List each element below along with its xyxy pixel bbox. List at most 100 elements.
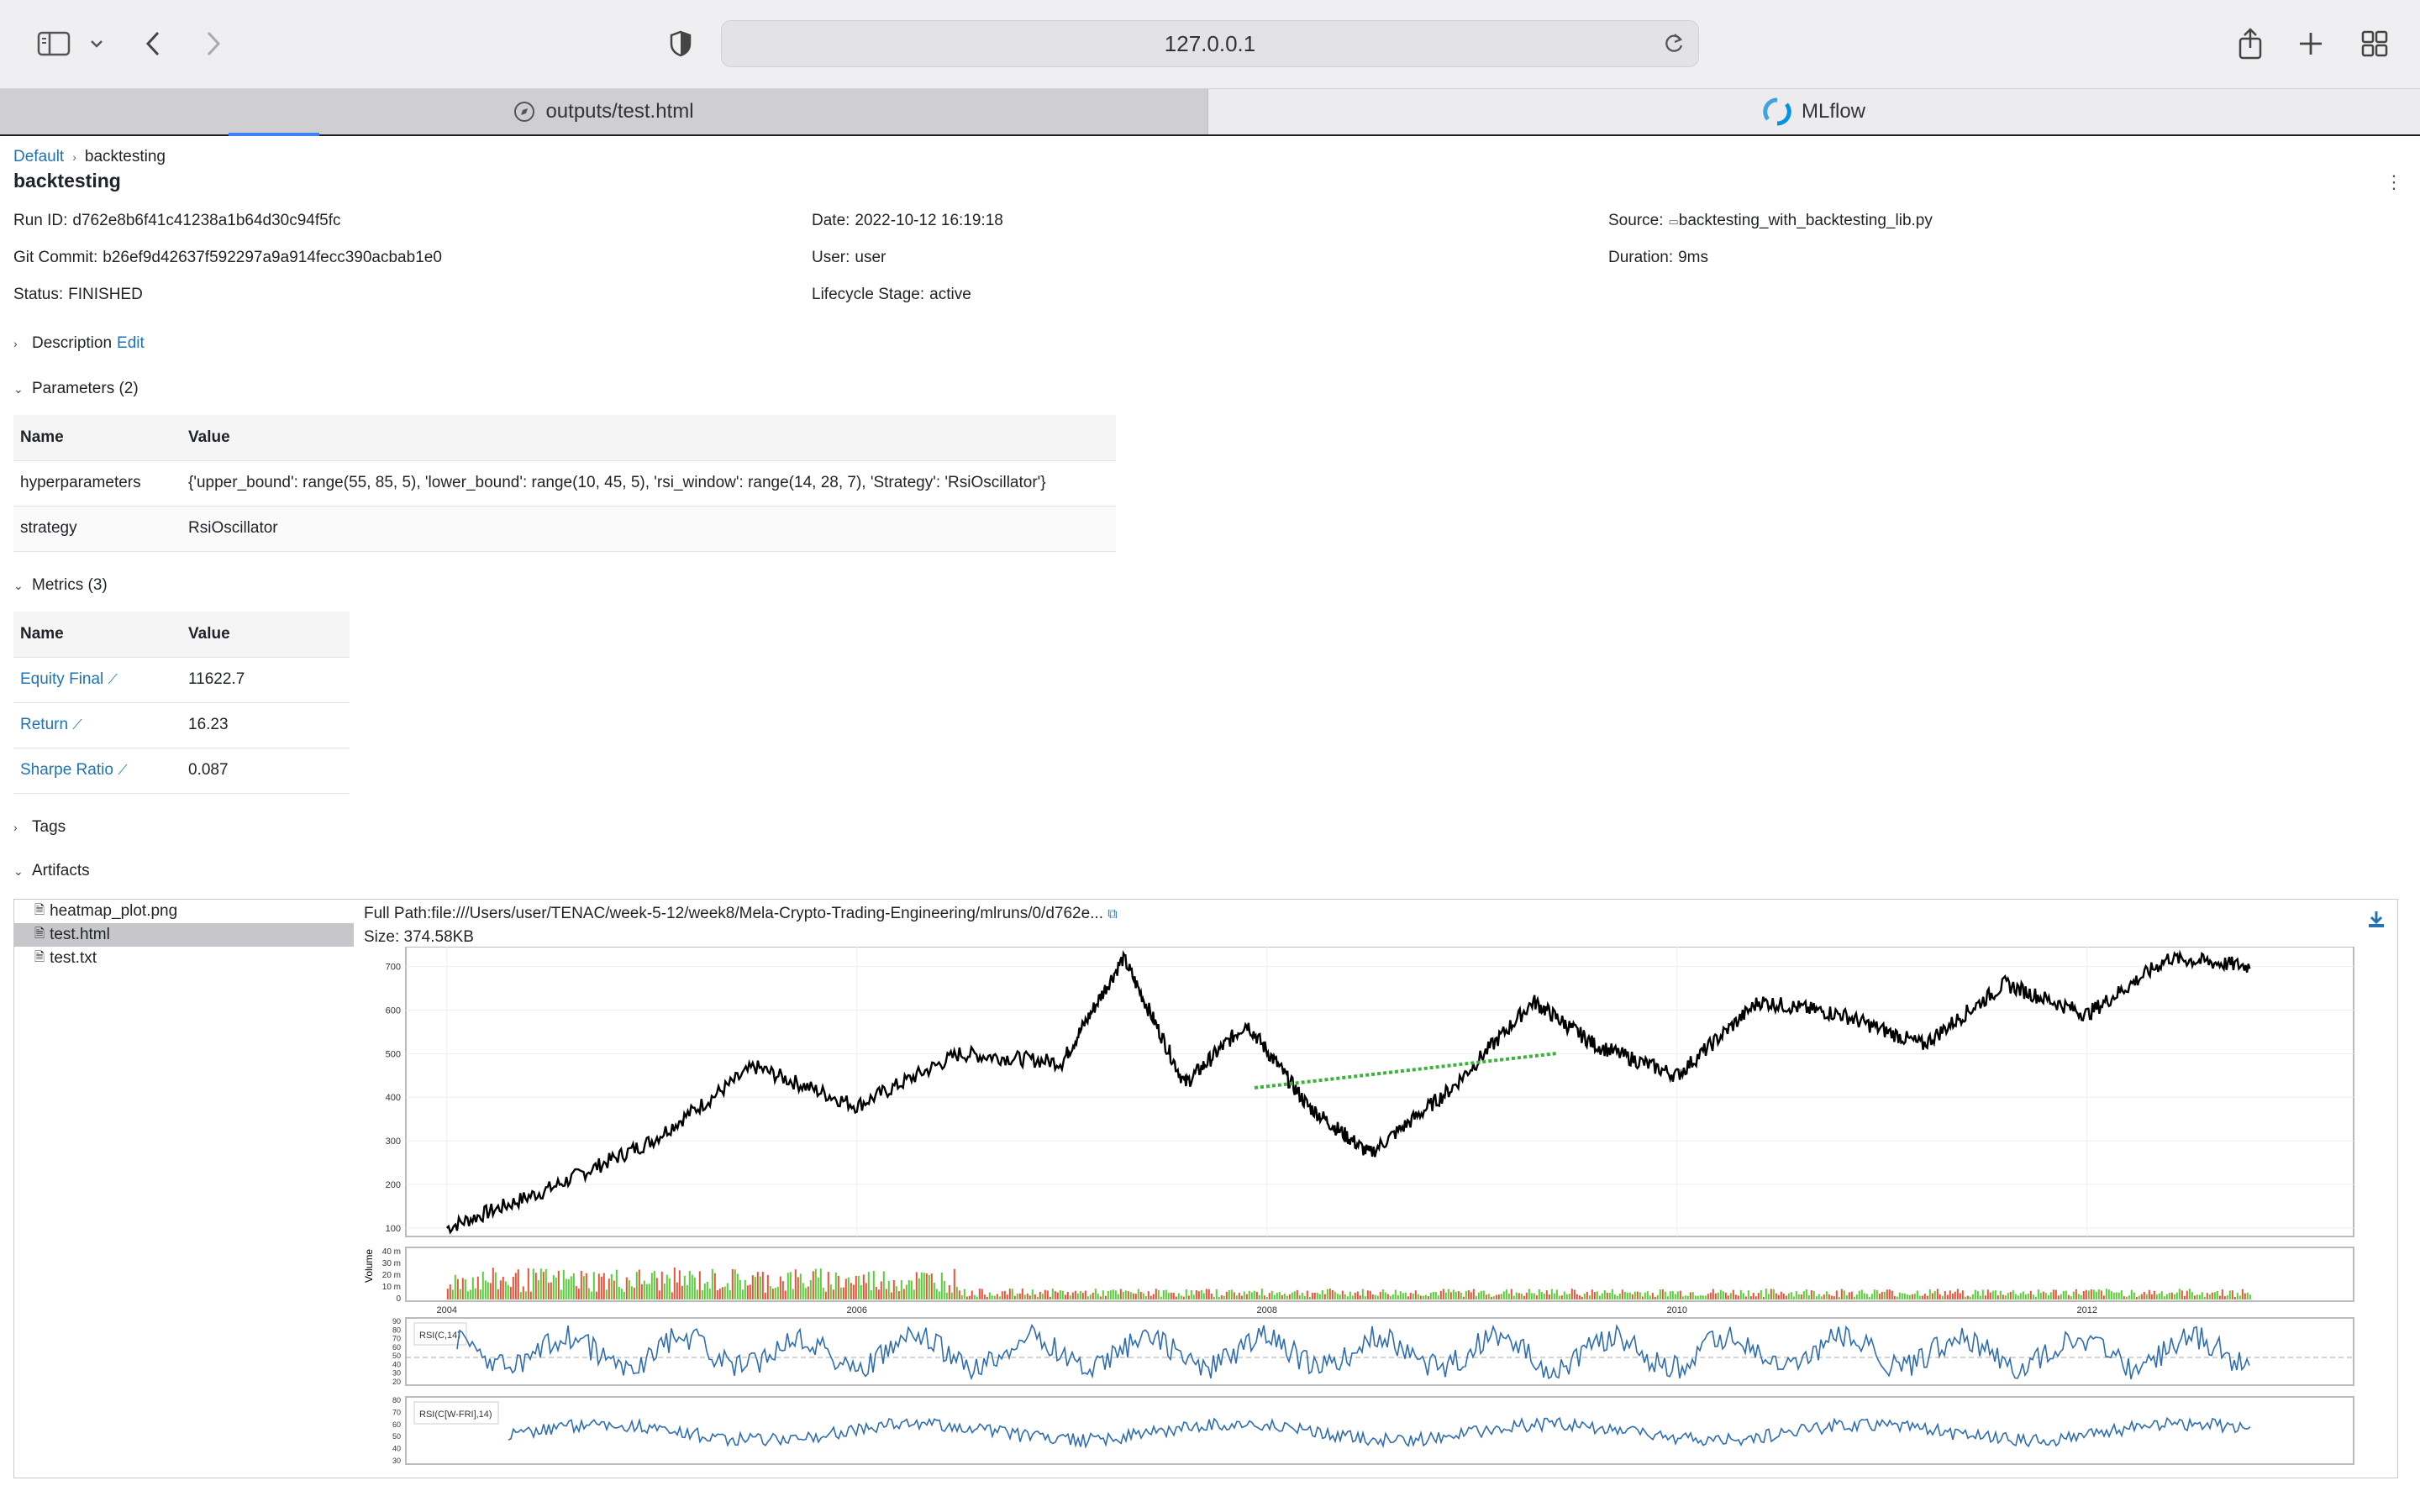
breadcrumb-default-link[interactable]: Default (13, 148, 65, 165)
volume-bar (1908, 1294, 1911, 1299)
volume-bar (1785, 1295, 1787, 1299)
volume-bar (2231, 1290, 2233, 1299)
source-value[interactable]: backtesting_with_backtesting_lib.py (1678, 212, 1933, 229)
volume-bar (1321, 1290, 1323, 1299)
volume-bar (1318, 1294, 1321, 1299)
volume-bar (1124, 1290, 1127, 1299)
volume-bar (534, 1273, 537, 1299)
tab-loading-bar (229, 133, 319, 136)
artifact-file-item[interactable]: 🗎 test.txt (14, 947, 354, 970)
chevron-down-icon[interactable] (84, 20, 109, 67)
new-tab-icon[interactable] (2294, 20, 2328, 67)
volume-bar (618, 1287, 620, 1299)
volume-bar (552, 1275, 555, 1299)
tab-outputs-test-html[interactable]: outputs/test.html (0, 89, 1208, 136)
volume-bar (1379, 1292, 1381, 1299)
volume-bar (986, 1296, 988, 1299)
privacy-shield-icon[interactable] (666, 20, 696, 67)
parameters-section-toggle[interactable]: ⌄ Parameters (2) (13, 380, 139, 398)
volume-bar (908, 1280, 910, 1299)
back-icon[interactable] (138, 20, 168, 67)
volume-bar (1081, 1292, 1084, 1299)
address-bar[interactable]: 127.0.0.1 (721, 20, 1699, 67)
volume-bar (2216, 1291, 2218, 1299)
line-chart-icon[interactable]: ⟋ (118, 764, 128, 778)
metric-link-sharpe-ratio[interactable]: Sharpe Ratio (20, 761, 113, 779)
copy-icon[interactable]: ⧉ (1107, 907, 1118, 921)
volume-bar (786, 1273, 789, 1299)
share-icon[interactable] (2233, 20, 2267, 67)
volume-bar (1434, 1292, 1437, 1299)
run-id-value: d762e8b6f41c41238a1b64d30c94f5fc (72, 212, 341, 229)
volume-tick-label: 10 m (382, 1283, 401, 1292)
volume-bar (1707, 1294, 1709, 1299)
tags-section-toggle[interactable]: › Tags (13, 818, 66, 837)
volume-bar (1528, 1289, 1530, 1299)
volume-bar (595, 1291, 597, 1299)
volume-bar (1160, 1296, 1162, 1299)
artifacts-section-toggle[interactable]: ⌄ Artifacts (13, 862, 90, 880)
volume-bar (1646, 1291, 1649, 1299)
description-edit-link[interactable]: Edit (117, 334, 145, 352)
volume-bar (2029, 1290, 2032, 1299)
volume-bar (1518, 1293, 1520, 1299)
volume-bar (1896, 1296, 1898, 1299)
volume-bar (1613, 1294, 1616, 1299)
volume-bar (1986, 1289, 1989, 1299)
metric-link-equity-final[interactable]: Equity Final (20, 670, 104, 688)
volume-bar (2160, 1291, 2163, 1299)
volume-bar (1767, 1294, 1770, 1299)
volume-bar (1417, 1294, 1419, 1299)
volume-bar (1028, 1295, 1031, 1299)
download-icon[interactable] (2367, 910, 2386, 932)
volume-bar (2107, 1289, 2110, 1299)
volume-bar (1573, 1289, 1576, 1299)
volume-bar (1727, 1295, 1729, 1299)
volume-bar (1162, 1290, 1165, 1299)
volume-bar (570, 1276, 572, 1299)
volume-bar (1636, 1291, 1639, 1299)
volume-bar (2123, 1296, 2125, 1299)
volume-bar (2170, 1292, 2173, 1299)
tab-mlflow[interactable]: MLflow (1208, 89, 2420, 134)
forward-icon[interactable] (198, 20, 229, 67)
volume-bar (1412, 1294, 1414, 1299)
volume-bar (734, 1269, 736, 1299)
artifact-file-item[interactable]: 🗎 heatmap_plot.png (14, 900, 354, 923)
volume-bar (1268, 1293, 1270, 1299)
file-name: heatmap_plot.png (50, 902, 178, 920)
rsi-tick-label: 50 (392, 1352, 401, 1360)
more-options-icon[interactable]: ⋮ (2385, 171, 2403, 192)
artifact-file-item-selected[interactable]: 🗎 test.html (14, 923, 354, 947)
volume-bar (973, 1294, 976, 1299)
volume-bar (804, 1288, 807, 1299)
tab-overview-icon[interactable] (2358, 20, 2391, 67)
mlflow-logo-icon (1763, 97, 1791, 126)
volume-bar (1858, 1290, 1860, 1299)
volume-bar (1946, 1294, 1949, 1299)
line-chart-icon[interactable]: ⟋ (72, 718, 82, 732)
volume-bar (1507, 1294, 1510, 1299)
volume-bar (718, 1289, 721, 1299)
metrics-table: Name Value Equity Final ⟋ 11622.7 Return… (13, 612, 350, 794)
volume-bar (1291, 1292, 1293, 1299)
volume-bar (1187, 1295, 1190, 1299)
metrics-section-toggle[interactable]: ⌄ Metrics (3) (13, 576, 108, 595)
volume-bar (504, 1281, 507, 1299)
volume-bar (2120, 1290, 2123, 1299)
volume-bar (731, 1268, 734, 1299)
volume-bar (1056, 1292, 1059, 1299)
volume-bar (2100, 1290, 2102, 1299)
line-chart-icon[interactable]: ⟋ (108, 673, 118, 687)
metric-link-return[interactable]: Return (20, 716, 69, 733)
volume-bar (1041, 1294, 1044, 1299)
volume-bar (2165, 1294, 2168, 1299)
volume-bar (1301, 1292, 1303, 1299)
sidebar-toggle-icon[interactable] (30, 20, 77, 67)
reload-icon[interactable] (1663, 31, 1685, 60)
volume-bar (971, 1290, 973, 1299)
volume-bar (754, 1277, 756, 1299)
volume-bar (1818, 1294, 1820, 1299)
volume-bar (1689, 1292, 1691, 1299)
description-section-toggle[interactable]: › Description Edit (13, 334, 145, 353)
